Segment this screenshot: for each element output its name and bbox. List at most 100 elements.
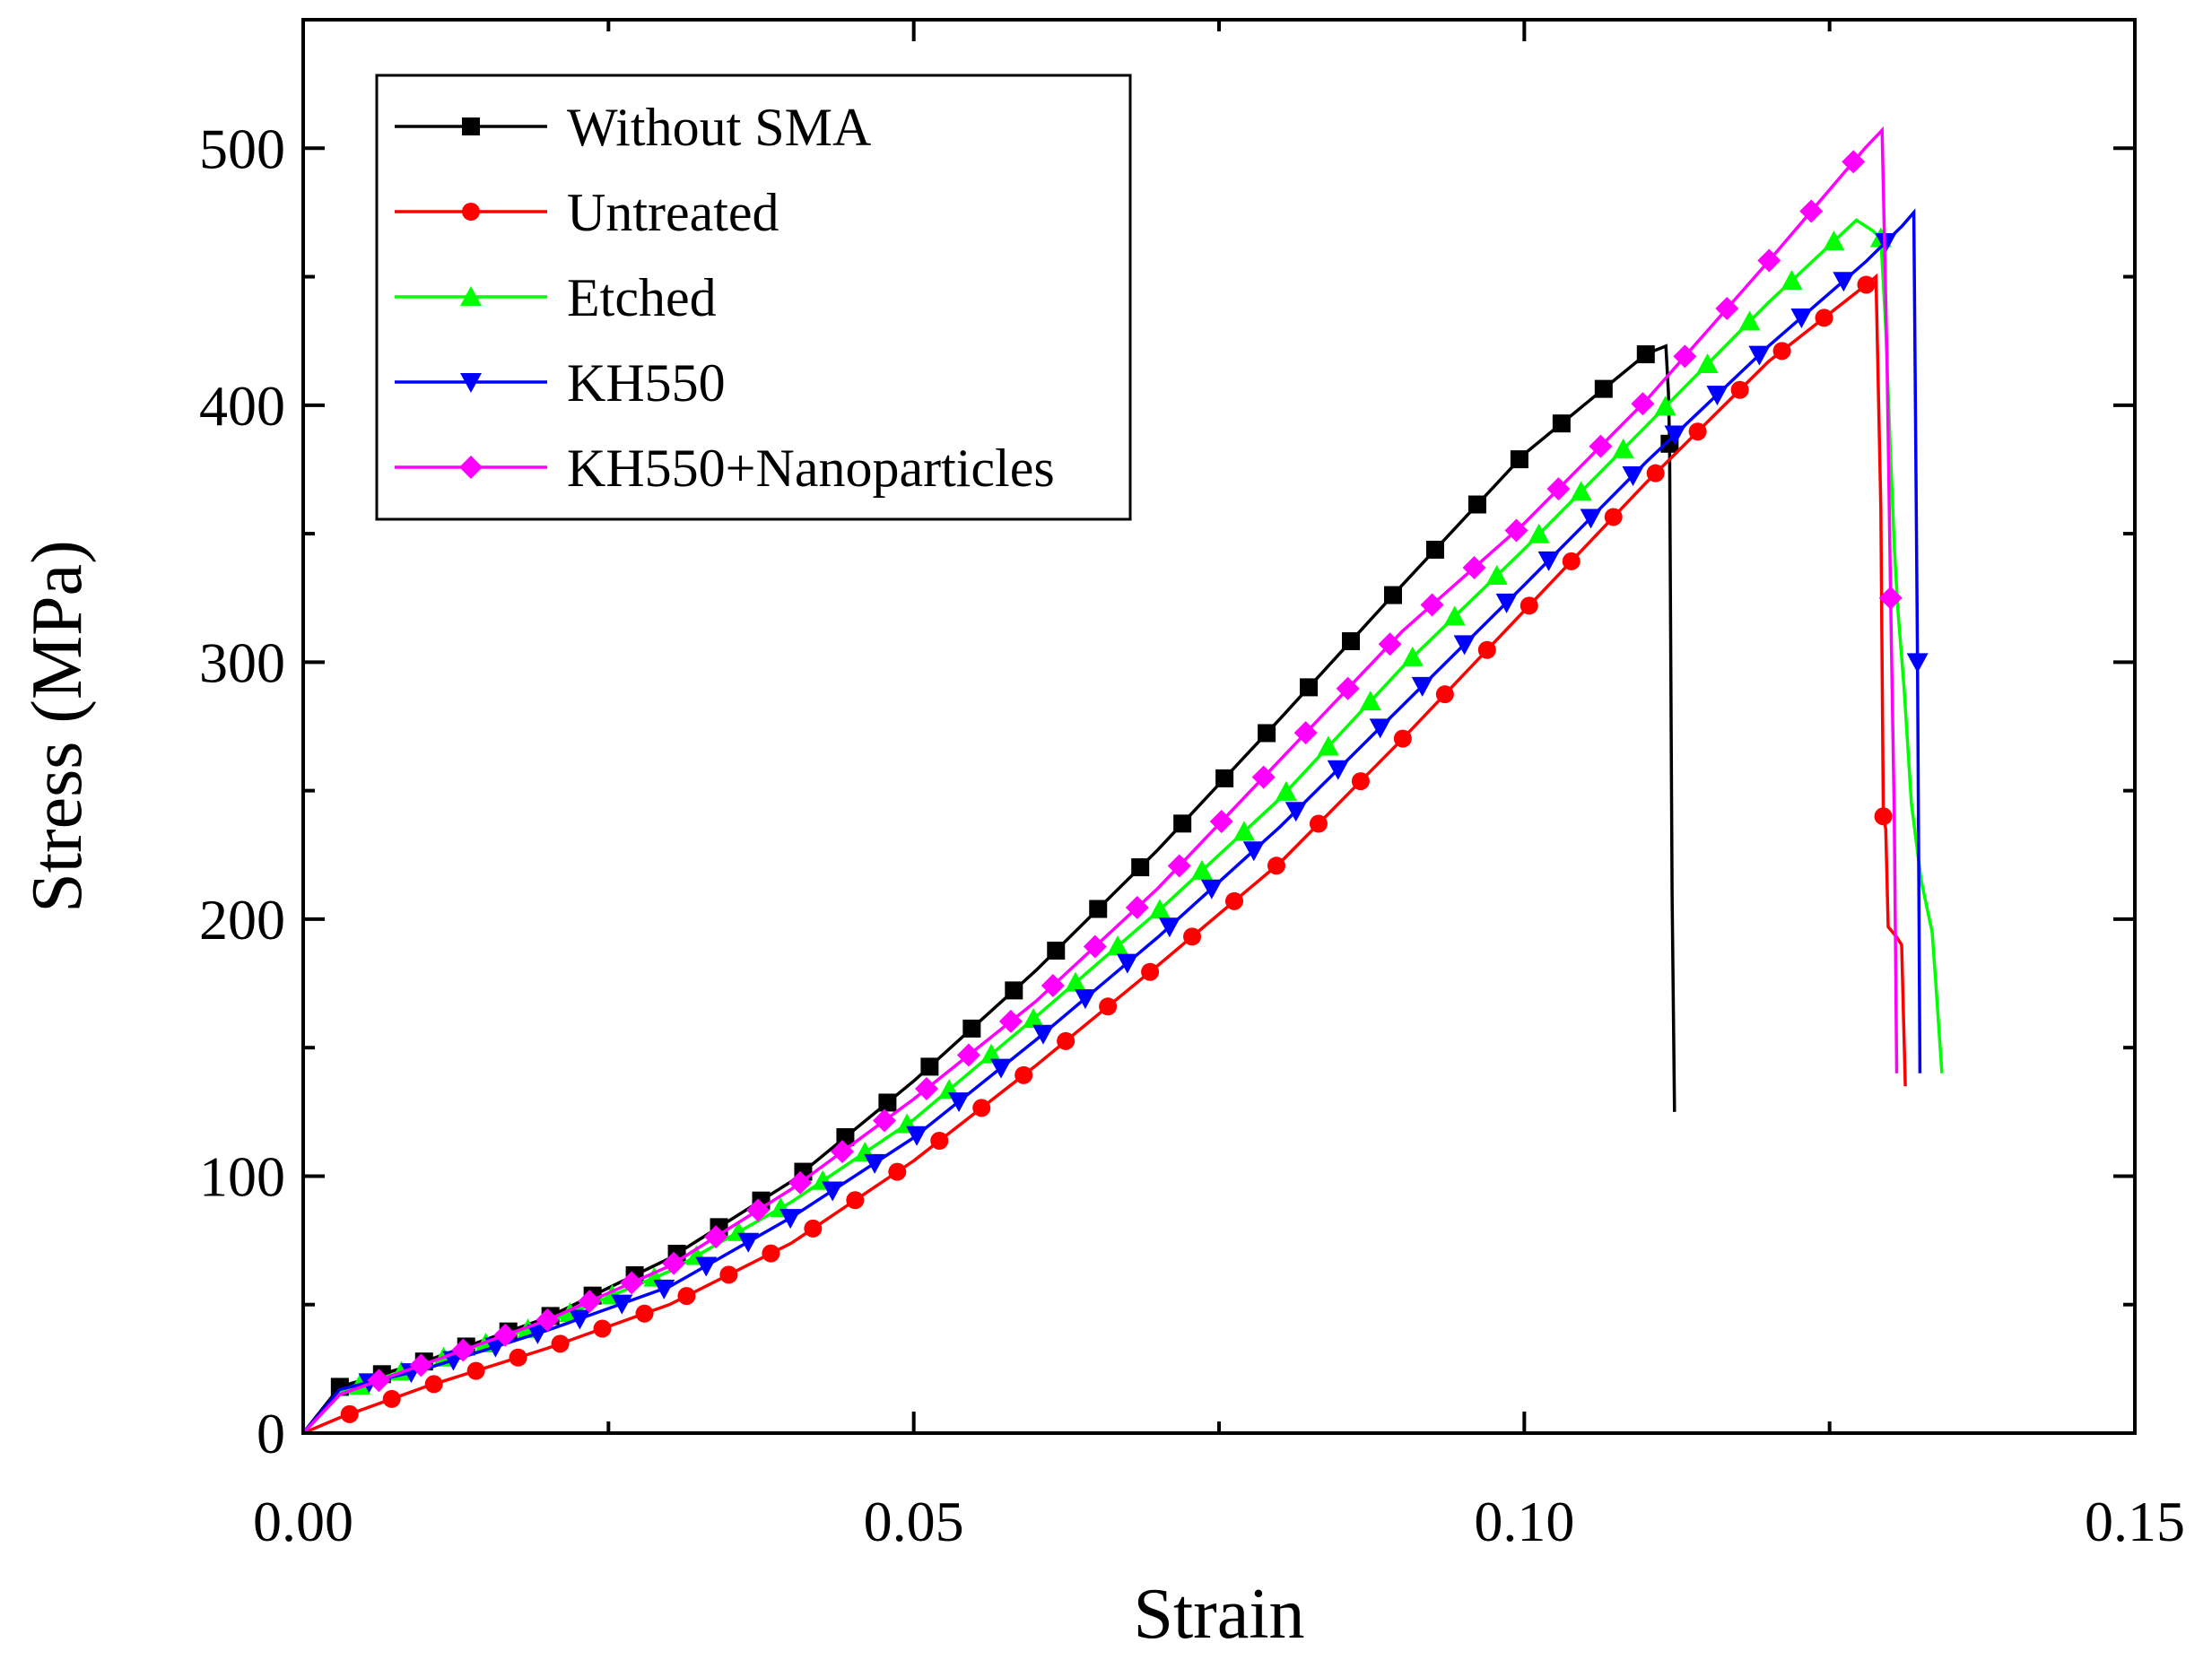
legend-item: Untreated [395, 183, 779, 242]
series-marker [704, 1225, 728, 1249]
series-marker [1099, 997, 1118, 1016]
series-marker [788, 1170, 813, 1195]
series-layer [301, 126, 1944, 1435]
series-untreated [302, 273, 1907, 1435]
series-marker [1107, 935, 1129, 956]
y-tick-label: 400 [199, 374, 285, 438]
series-marker [779, 1209, 802, 1230]
series-marker [962, 1019, 981, 1038]
series-marker [1023, 1008, 1045, 1029]
legend-item: KH550+Nanoparticles [395, 439, 1055, 498]
series-marker [593, 1319, 612, 1338]
series-marker [578, 1290, 602, 1314]
series-marker [1504, 518, 1528, 543]
series-marker [493, 1323, 518, 1347]
series-marker [340, 1404, 359, 1423]
series-marker [409, 1353, 433, 1378]
series-marker [1401, 646, 1424, 666]
series-marker [536, 1308, 560, 1332]
series-marker [1510, 450, 1528, 469]
series-marker [1065, 971, 1087, 992]
series-marker [1047, 941, 1066, 960]
legend: Without SMA Untreated Etched KH550 KH550+Nan… [375, 74, 1132, 521]
series-marker [1125, 895, 1149, 919]
legend-label: Etched [567, 268, 717, 327]
series-marker [466, 1361, 485, 1380]
series-marker [846, 1191, 865, 1210]
series-marker [1528, 523, 1550, 543]
series-marker [662, 1251, 686, 1275]
legend-item: Without SMA [395, 98, 871, 157]
legend-label: Without SMA [567, 98, 871, 157]
series-marker [1267, 856, 1285, 875]
series-marker [864, 1153, 886, 1174]
series-marker [1906, 653, 1929, 674]
series-marker [1300, 678, 1319, 697]
series-marker [424, 1375, 443, 1394]
series-marker [1842, 150, 1866, 174]
y-tick-label: 300 [199, 630, 285, 694]
x-tick-label: 0.10 [1474, 1490, 1574, 1553]
series-marker [1158, 917, 1180, 938]
series-marker [972, 1099, 991, 1117]
series-marker [1815, 309, 1833, 327]
x-tick-label: 0.15 [2085, 1490, 2185, 1553]
y-tick-label: 500 [199, 117, 285, 180]
series-marker [1467, 495, 1486, 514]
series-marker [906, 1125, 928, 1146]
series-marker [878, 1093, 897, 1112]
legend-marker [460, 373, 482, 393]
series-marker [1167, 854, 1191, 878]
series-marker [1116, 953, 1138, 974]
series-marker [527, 1324, 549, 1344]
series-marker [1327, 760, 1349, 780]
y-tick-label: 200 [199, 888, 285, 952]
series-marker [1706, 386, 1729, 406]
series-marker [1664, 425, 1686, 446]
series-marker [695, 1256, 718, 1277]
series-marker [1485, 564, 1508, 585]
axes-layer: 0.00 0.05 0.10 0.15 0 100 200 300 400 500 [199, 20, 2185, 1553]
series-marker [635, 1304, 654, 1323]
series-marker [746, 1198, 771, 1222]
series-marker [822, 1181, 844, 1202]
series-marker [382, 1389, 401, 1408]
series-marker [1275, 780, 1297, 801]
series-marker [1453, 635, 1476, 656]
series-marker [930, 1131, 949, 1150]
series-marker [1351, 772, 1370, 791]
series-marker [1790, 308, 1813, 328]
series-marker [1594, 379, 1613, 398]
series-marker [1057, 1031, 1076, 1050]
series-marker [1131, 858, 1150, 877]
series-marker [956, 1043, 980, 1067]
series-marker [451, 1338, 475, 1362]
y-tick-label: 0 [257, 1402, 285, 1465]
series-marker [1748, 345, 1771, 366]
series-marker [611, 1294, 633, 1315]
series-marker [998, 1009, 1023, 1033]
legend-marker [460, 286, 482, 306]
series-marker [1604, 508, 1623, 526]
series-marker [914, 1077, 938, 1101]
series-line [301, 218, 1944, 1435]
series-marker [1546, 477, 1571, 501]
series-marker [1083, 934, 1107, 959]
series-marker [1688, 422, 1707, 441]
legend-label: KH550+Nanoparticles [567, 439, 1055, 498]
series-marker [1148, 899, 1171, 919]
series-marker [920, 1057, 939, 1076]
series-marker [551, 1334, 570, 1353]
series-marker [1730, 380, 1749, 399]
series-marker [1781, 270, 1803, 291]
series-marker [1462, 555, 1486, 579]
series-marker [569, 1309, 591, 1330]
x-tick-label: 0.05 [864, 1490, 964, 1553]
series-marker [1562, 552, 1581, 570]
series-marker [804, 1219, 823, 1238]
series-marker [1537, 551, 1560, 571]
series-marker [1589, 434, 1613, 458]
legend-marker [462, 117, 480, 135]
series-marker [1141, 962, 1160, 981]
